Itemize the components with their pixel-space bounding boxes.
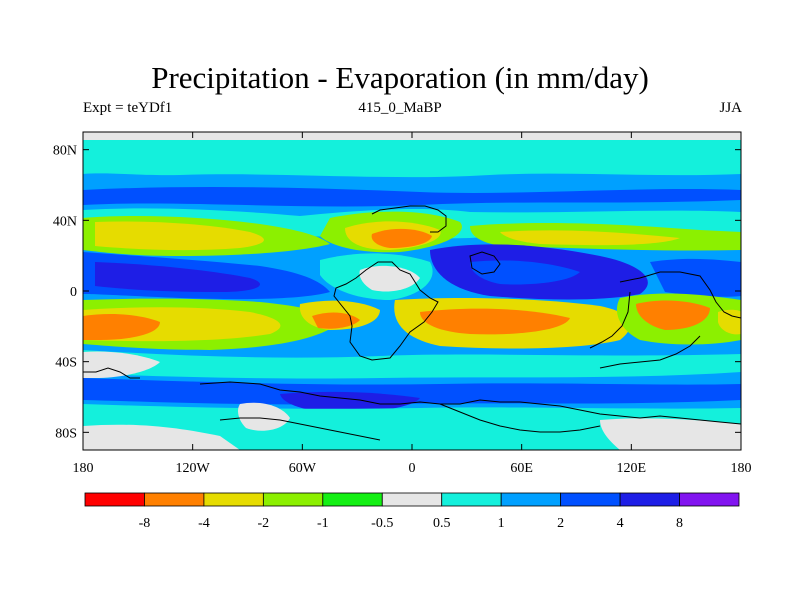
lon-tick-label: 180 — [731, 461, 752, 476]
colorbar-label: -4 — [198, 516, 210, 531]
antarctic-neutral-west — [83, 424, 240, 450]
north-cyan-band — [83, 140, 741, 178]
lon-tick-label: 0 — [409, 461, 416, 476]
storm-track-deep-blue — [280, 391, 420, 413]
itcz-deep-blue — [95, 262, 260, 292]
coastlines — [83, 205, 741, 441]
south-island-west — [83, 367, 140, 379]
colorbar-swatch — [381, 492, 443, 507]
storm-track-blue — [83, 378, 741, 405]
colorbar-swatch — [441, 492, 502, 507]
colorbar-swatch — [679, 492, 740, 507]
central-continent-coast — [333, 261, 439, 361]
antarctic-neutral-patch — [238, 402, 290, 431]
colorbar-swatch — [203, 492, 264, 507]
antarctic-coast-east — [439, 403, 601, 433]
north-asia-yellow — [500, 230, 680, 246]
colorbar-label: 2 — [557, 516, 564, 531]
longitude-ticks: 180 120W 60W 0 60E 120E 180 — [73, 132, 752, 476]
lat-tick-label: 40S — [55, 356, 77, 371]
eastern-coast-north — [619, 271, 741, 319]
lat-tick-label: 40N — [53, 214, 77, 229]
colorbar-swatch — [144, 492, 205, 507]
australia-orange — [636, 300, 710, 330]
eastern-coast-inner — [589, 291, 631, 349]
experiment-label: Expt = teYDf1 — [83, 100, 173, 116]
australia-east-yellow — [718, 309, 741, 335]
colorbar-label: -0.5 — [371, 516, 393, 531]
colorbar-swatch — [500, 492, 562, 507]
antarctic-neutral-east — [600, 418, 741, 450]
antarctic-coast-west — [219, 417, 381, 441]
lat-tick-label: 0 — [70, 285, 77, 300]
north-continent-orange — [371, 228, 432, 248]
south-pacific-orange — [83, 314, 160, 340]
west-pacific-blue — [650, 258, 741, 297]
colorbar-label: -1 — [317, 516, 329, 531]
colorbar-swatch — [84, 492, 145, 507]
north-blue-band — [83, 186, 741, 207]
north-continent-coast — [371, 205, 447, 233]
south-west-neutral — [83, 351, 160, 378]
map-title: Precipitation - Evaporation (in mm/day) — [151, 60, 649, 95]
colorbar: -8 -4 -2 -1 -0.5 0.5 1 2 4 8 — [84, 492, 740, 531]
period-label: 415_0_MaBP — [358, 100, 442, 116]
colorbar-label: 0.5 — [433, 516, 451, 531]
lat-tick-label: 80S — [55, 426, 77, 441]
eastern-coast-south — [599, 335, 701, 369]
colorbar-swatch — [262, 492, 324, 507]
colorbar-label: 4 — [617, 516, 624, 531]
colorbar-swatch — [322, 492, 383, 507]
south-continent-orange — [312, 312, 360, 329]
colorbar-swatch — [619, 492, 680, 507]
south-cyan-band — [83, 350, 741, 379]
lon-tick-label: 60E — [510, 461, 533, 476]
monsoon-blue-core — [470, 260, 580, 285]
central-inlet-coast — [469, 251, 501, 275]
season-label: JJA — [719, 100, 742, 116]
colorbar-label: -8 — [139, 516, 151, 531]
colorbar-swatch — [560, 492, 621, 507]
indian-orange — [420, 308, 570, 335]
north-pacific-yellow — [95, 221, 264, 251]
lon-tick-label: 120E — [617, 461, 647, 476]
colorbar-label: 8 — [676, 516, 683, 531]
south-coast-east — [519, 401, 741, 425]
lon-tick-label: 120W — [176, 461, 211, 476]
colorbar-label: 1 — [498, 516, 505, 531]
lat-tick-label: 80N — [53, 144, 77, 159]
lon-tick-label: 180 — [73, 461, 94, 476]
colorbar-label: -2 — [258, 516, 270, 531]
latitude-ticks: 80N 40N 0 40S 80S — [53, 144, 741, 441]
south-coast-west — [199, 381, 520, 405]
lon-tick-label: 60W — [289, 461, 317, 476]
